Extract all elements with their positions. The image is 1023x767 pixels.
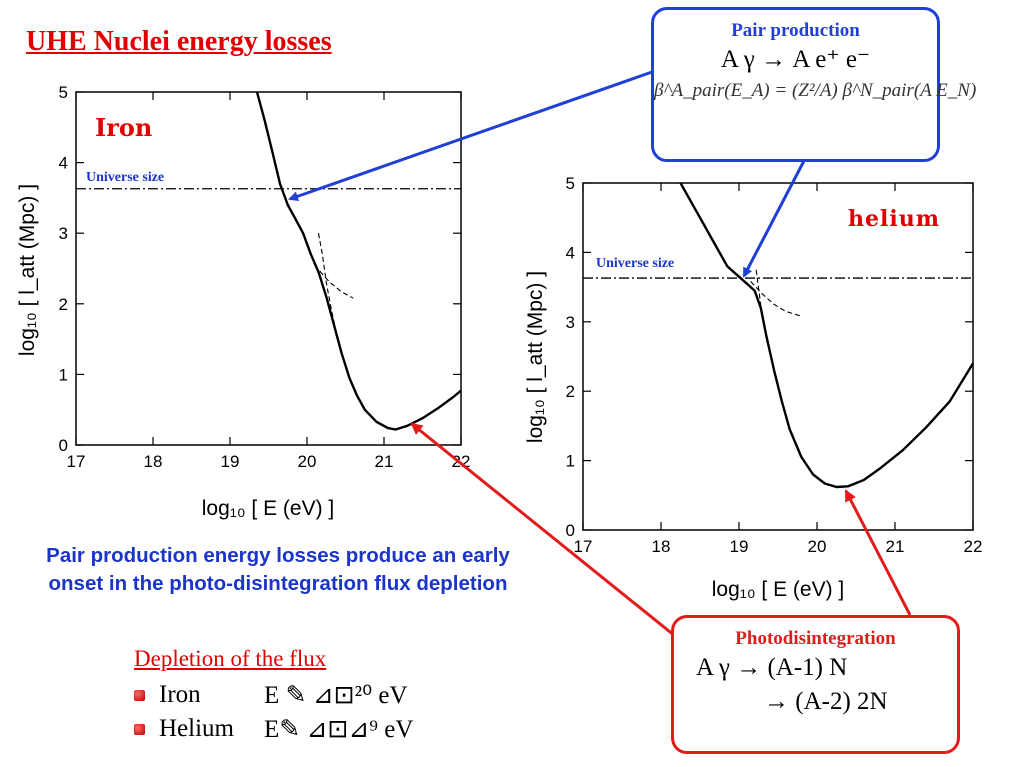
page-title: UHE Nuclei energy losses — [26, 26, 332, 57]
x-tick-label: 18 — [652, 537, 671, 556]
depletion-item-value: E ✎ ⊿⊡²⁰ eV — [264, 682, 408, 709]
bullet-icon — [134, 689, 145, 701]
photo-arrow-iron — [410, 422, 681, 642]
x-tick-label: 20 — [298, 452, 317, 471]
y-tick-label: 3 — [59, 224, 68, 243]
universe-size-label: Universe size — [596, 256, 674, 271]
panel-label: helium — [848, 206, 940, 232]
pair-production-box: Pair production A γ → A e⁺ e⁻ β^A_pair(E… — [651, 7, 977, 162]
pair-production-reaction: A γ → A e⁺ e⁻ — [720, 46, 871, 73]
attenuation-curve — [679, 182, 975, 489]
depletion-item-name: Helium — [159, 715, 234, 742]
y-tick-label: 4 — [59, 154, 68, 173]
x-tick-label: 20 — [808, 537, 827, 556]
plot-frame — [75, 91, 462, 446]
y-tick-label: 5 — [566, 174, 575, 193]
depletion-item-name: Iron — [159, 681, 201, 708]
attenuation-curve — [255, 91, 462, 431]
x-tick-label: 19 — [730, 537, 749, 556]
component-curve — [750, 281, 802, 317]
x-tick-label: 18 — [144, 452, 163, 471]
x-tick-label: 17 — [574, 537, 593, 556]
pair-production-title: Pair production — [731, 20, 860, 41]
pair-arrow-helium — [742, 156, 808, 278]
plot-frame — [582, 182, 974, 531]
y-tick-label: 2 — [59, 295, 68, 314]
y-tick-label: 5 — [59, 83, 68, 102]
universe-size-label: Universe size — [86, 170, 164, 185]
photo-arrow-helium — [844, 489, 912, 616]
x-tick-label: 17 — [67, 452, 86, 471]
depletion-title: Depletion of the flux — [134, 646, 327, 671]
y-tick-label: 0 — [59, 436, 68, 455]
pair-arrow-iron — [288, 70, 653, 202]
pair-production-formula: β^A_pair(E_A) = (Z²/A) β^N_pair(A E_N) — [654, 80, 977, 101]
photodisintegration-box: Photodisintegration A γ → (A-1) N → (A-2… — [671, 615, 960, 754]
y-tick-label: 3 — [566, 313, 575, 332]
depletion-item-value: E✎ ⊿⊡⊿⁹ eV — [264, 716, 414, 743]
x-tick-label: 21 — [886, 537, 905, 556]
y-tick-label: 2 — [566, 382, 575, 401]
component-curve — [314, 264, 354, 299]
depletion-item-iron: Iron E ✎ ⊿⊡²⁰ eV — [134, 680, 408, 710]
y-axis-title: log₁₀ [ l_att (Mpc) ] — [524, 271, 547, 443]
component-curve — [755, 269, 768, 343]
y-tick-label: 1 — [59, 365, 68, 384]
x-tick-label: 21 — [375, 452, 394, 471]
y-tick-label: 1 — [566, 452, 575, 471]
helium-plot: 17 18 19 20 21 22 0 1 2 3 4 5 Universe size helium log… — [524, 174, 982, 601]
y-axis-title: log₁₀ [ l_att (Mpc) ] — [16, 184, 39, 356]
photodisintegration-line1: A γ → (A-1) N — [696, 654, 848, 681]
x-axis-title: log₁₀ [ E (eV) ] — [712, 578, 845, 601]
x-tick-label: 19 — [221, 452, 240, 471]
depletion-item-helium: Helium E✎ ⊿⊡⊿⁹ eV — [134, 714, 413, 744]
component-curve — [317, 233, 339, 340]
y-tick-label: 4 — [566, 243, 575, 262]
photodisintegration-title: Photodisintegration — [735, 628, 896, 649]
y-tick-label: 0 — [566, 521, 575, 540]
photodisintegration-line2: → (A-2) 2N — [764, 688, 888, 715]
bullet-icon — [134, 723, 145, 735]
panel-label: Iron — [95, 113, 152, 142]
x-tick-label: 22 — [964, 537, 983, 556]
x-axis-title: log₁₀ [ E (eV) ] — [202, 497, 335, 520]
caption-text: Pair production energy losses produce an… — [46, 544, 510, 595]
